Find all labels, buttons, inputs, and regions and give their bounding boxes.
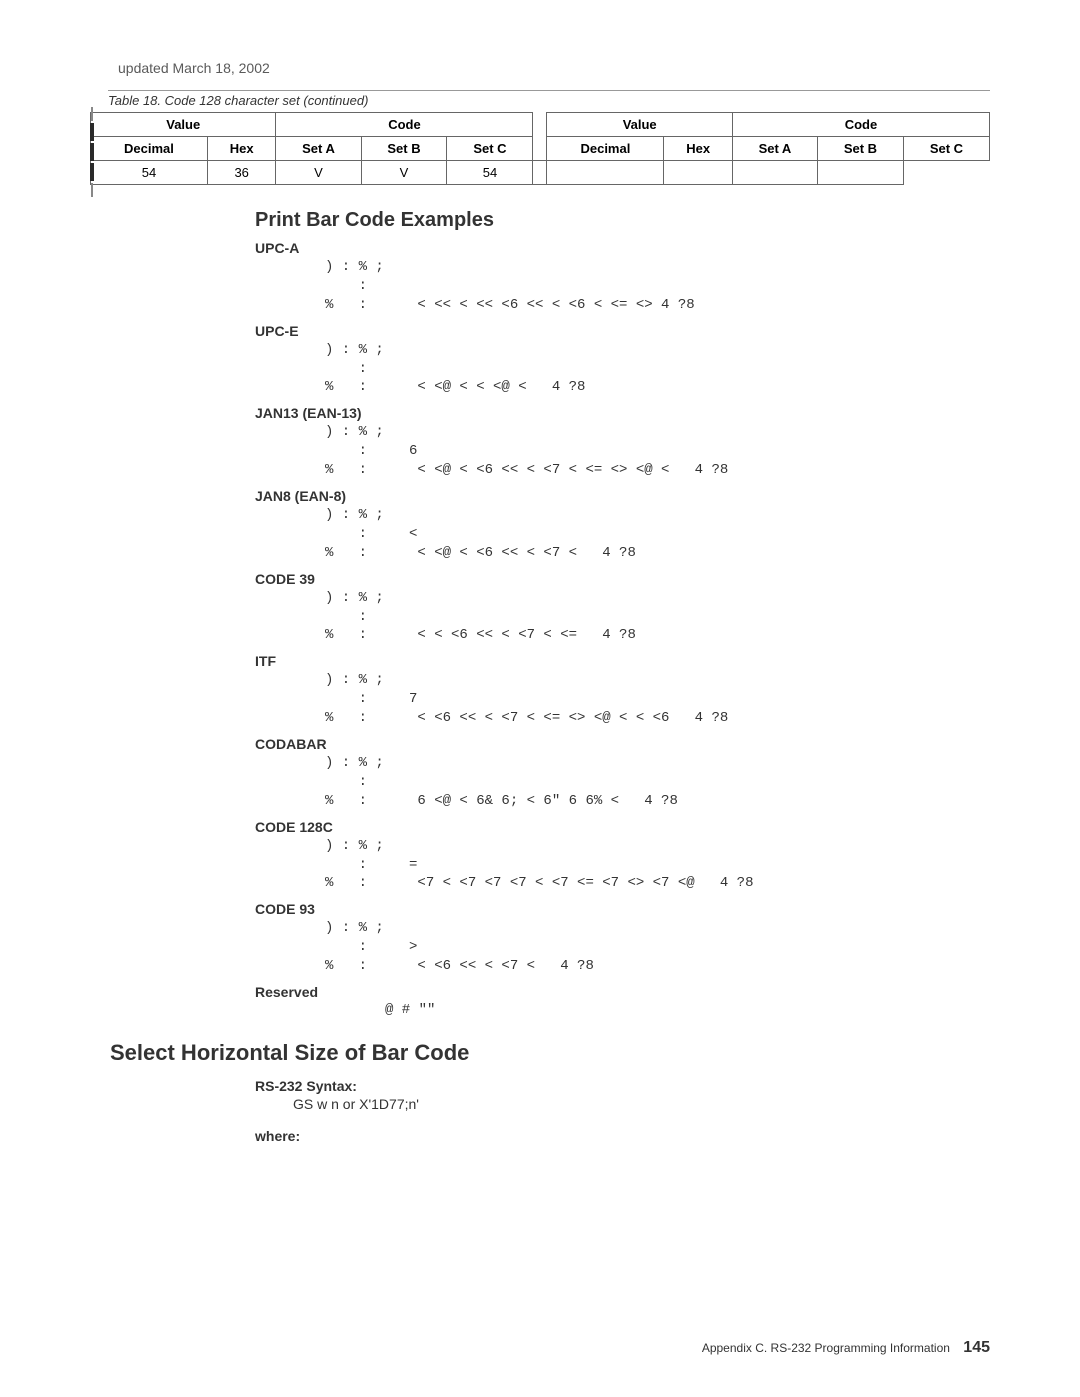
td-hex-2 — [547, 161, 664, 185]
reserved-code: @ # "" — [385, 1002, 990, 1018]
code-line: ) : % ; — [325, 837, 990, 856]
th-setc-2: Set C — [903, 137, 989, 161]
code-line: % : < < <6 << < <7 < <= 4 ?8 — [325, 626, 990, 645]
td-setc-2 — [817, 161, 903, 185]
th-hex-2: Hex — [664, 137, 733, 161]
barcode-name-7: CODE 128C — [255, 819, 990, 835]
td-decimal-1: 54 — [91, 161, 208, 185]
code-line: ) : % ; — [325, 423, 990, 442]
barcode-name-8: CODE 93 — [255, 901, 990, 917]
th-setb-1: Set B — [361, 137, 447, 161]
where-label: where: — [255, 1128, 990, 1144]
td-setb-1: V — [361, 161, 447, 185]
horizontal-title: Select Horizontal Size of Bar Code — [110, 1040, 990, 1066]
code-line: % : 6 <@ < 6& 6; < 6" 6 6% < 4 ?8 — [325, 792, 990, 811]
th-seta-1: Set A — [276, 137, 361, 161]
barcode-name-0: UPC-A — [255, 240, 990, 256]
code-line: : > — [325, 938, 990, 957]
code-line: : — [325, 277, 990, 296]
code-128-table: Value Code Value Code Decimal Hex Set A … — [90, 112, 990, 185]
code-line: ) : % ; — [325, 258, 990, 277]
td-hex-1: 36 — [207, 161, 276, 185]
table-caption: Table 18. Code 128 character set (contin… — [108, 90, 990, 108]
td-setb-2 — [732, 161, 817, 185]
updated-date: updated March 18, 2002 — [118, 60, 990, 76]
td-decimal-2 — [533, 161, 547, 185]
td-seta-1: V — [276, 161, 361, 185]
reserved-label: Reserved — [255, 984, 990, 1000]
code-line: % : < <6 << < <7 < 4 ?8 — [325, 957, 990, 976]
code-line: % : <7 < <7 <7 <7 < <7 <= <7 <> <7 <@ 4 … — [325, 874, 990, 893]
code-line: % : < <6 << < <7 < <= <> <@ < < <6 4 ?8 — [325, 709, 990, 728]
th-setc-1: Set C — [447, 137, 533, 161]
table-row: 54 36 V V 54 — [91, 161, 990, 185]
code-line: ) : % ; — [325, 506, 990, 525]
th-code-2: Code — [732, 113, 989, 137]
code-line: : — [325, 360, 990, 379]
th-hex-1: Hex — [207, 137, 276, 161]
th-value-1: Value — [91, 113, 276, 137]
td-seta-2 — [664, 161, 733, 185]
code-line: ) : % ; — [325, 341, 990, 360]
th-seta-2: Set A — [732, 137, 817, 161]
barcode-name-1: UPC-E — [255, 323, 990, 339]
examples-title: Print Bar Code Examples — [255, 209, 990, 232]
page-footer: Appendix C. RS-232 Programming Informati… — [702, 1339, 990, 1357]
code-line: % : < <@ < < <@ < 4 ?8 — [325, 378, 990, 397]
code-line: : < — [325, 525, 990, 544]
th-setb-2: Set B — [817, 137, 903, 161]
th-value-2: Value — [547, 113, 732, 137]
page-number: 145 — [963, 1339, 990, 1356]
code-line: ) : % ; — [325, 671, 990, 690]
barcode-name-5: ITF — [255, 653, 990, 669]
code-line: : 6 — [325, 442, 990, 461]
syntax-label: RS-232 Syntax: — [255, 1078, 990, 1094]
code-line: : — [325, 608, 990, 627]
table-spacer — [533, 113, 547, 161]
th-code-1: Code — [276, 113, 533, 137]
barcode-name-4: CODE 39 — [255, 571, 990, 587]
barcode-name-6: CODABAR — [255, 736, 990, 752]
code-line: : = — [325, 856, 990, 875]
code-line: % : < <@ < <6 << < <7 < <= <> <@ < 4 ?8 — [325, 461, 990, 480]
footer-text: Appendix C. RS-232 Programming Informati… — [702, 1341, 950, 1355]
barcode-name-3: JAN8 (EAN-8) — [255, 488, 990, 504]
code-line: % : < <@ < <6 << < <7 < 4 ?8 — [325, 544, 990, 563]
code-line: % : < << < << <6 << < <6 < <= <> 4 ?8 — [325, 296, 990, 315]
td-setc-1: 54 — [447, 161, 533, 185]
code-line: : — [325, 773, 990, 792]
code-line: ) : % ; — [325, 754, 990, 773]
revision-bars — [90, 107, 94, 199]
barcode-name-2: JAN13 (EAN-13) — [255, 405, 990, 421]
th-decimal-2: Decimal — [547, 137, 664, 161]
code-line: ) : % ; — [325, 589, 990, 608]
code-line: : 7 — [325, 690, 990, 709]
syntax-value: GS w n or X'1D77;n' — [293, 1096, 990, 1112]
th-decimal-1: Decimal — [91, 137, 208, 161]
code-line: ) : % ; — [325, 919, 990, 938]
